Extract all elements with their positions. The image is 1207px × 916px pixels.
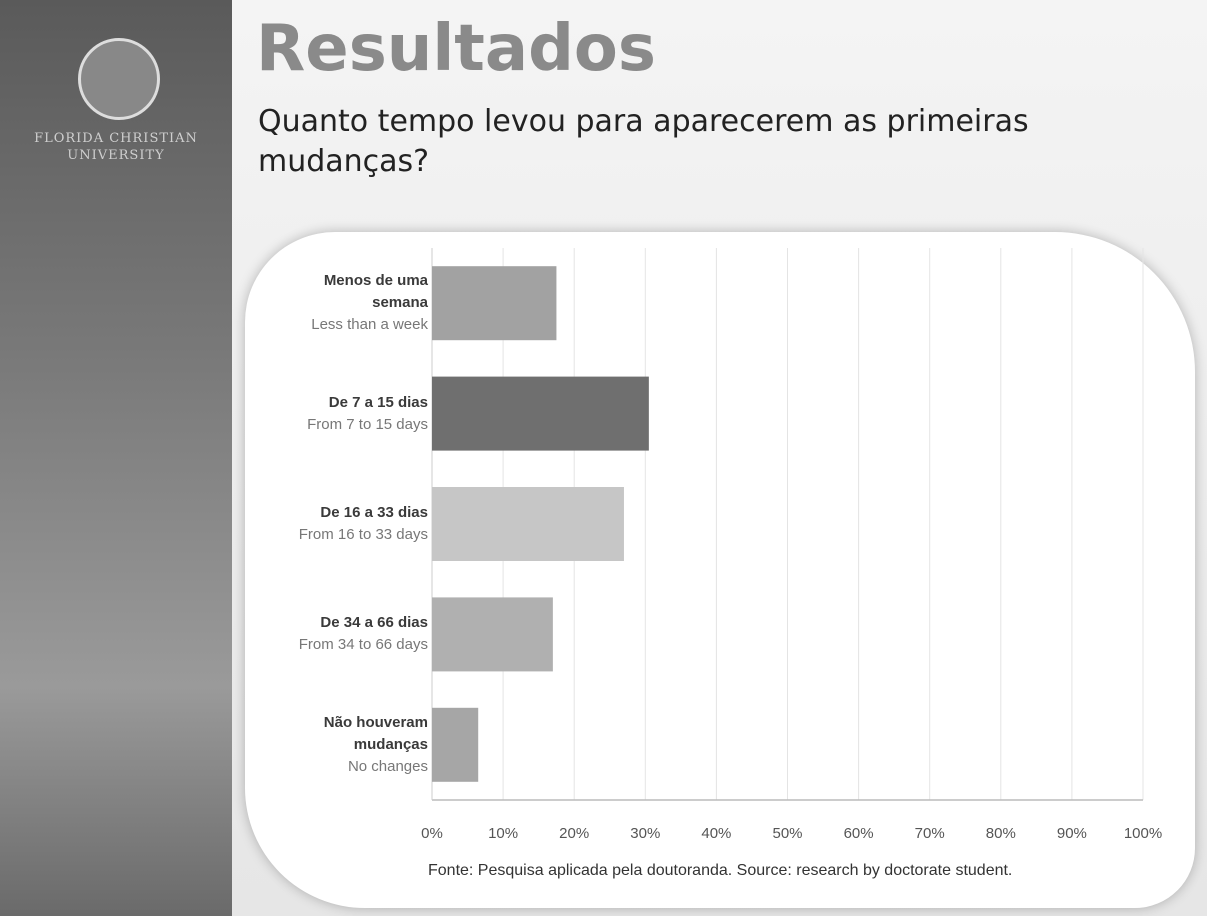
category-en: No changes xyxy=(282,756,428,778)
bar xyxy=(432,597,553,671)
x-tick-label: 10% xyxy=(488,825,518,842)
bar xyxy=(432,708,478,782)
x-tick-label: 80% xyxy=(986,825,1016,842)
x-tick-label: 0% xyxy=(421,825,443,842)
category-en: From 7 to 15 days xyxy=(282,414,428,436)
slide: FLORIDA CHRISTIAN UNIVERSITY Resultados … xyxy=(0,0,1207,916)
x-tick-label: 20% xyxy=(559,825,589,842)
category-pt: De 7 a 15 dias xyxy=(282,392,428,414)
bar xyxy=(432,487,624,561)
bar xyxy=(432,377,649,451)
x-tick-label: 100% xyxy=(1124,825,1162,842)
category-pt: De 34 a 66 dias xyxy=(282,612,428,634)
x-tick-label: 30% xyxy=(630,825,660,842)
x-tick-label: 40% xyxy=(701,825,731,842)
x-tick-label: 50% xyxy=(772,825,802,842)
source: Fonte: Pesquisa aplicada pela doutoranda… xyxy=(428,862,1012,880)
category-en: From 34 to 66 days xyxy=(282,634,428,656)
x-tick-label: 70% xyxy=(915,825,945,842)
category-pt: Menos de uma semana xyxy=(282,270,428,314)
category-pt: Não houveram mudanças xyxy=(282,712,428,756)
category-en: Less than a week xyxy=(282,314,428,336)
x-tick-label: 90% xyxy=(1057,825,1087,842)
bar xyxy=(432,266,556,340)
category-pt: De 16 a 33 dias xyxy=(282,502,428,524)
category-en: From 16 to 33 days xyxy=(282,524,428,546)
chart: 0% 10% 20% 30% 40% 50% 60% 70% 80% 90% 100% xyxy=(0,0,1207,916)
x-tick-label: 60% xyxy=(844,825,874,842)
